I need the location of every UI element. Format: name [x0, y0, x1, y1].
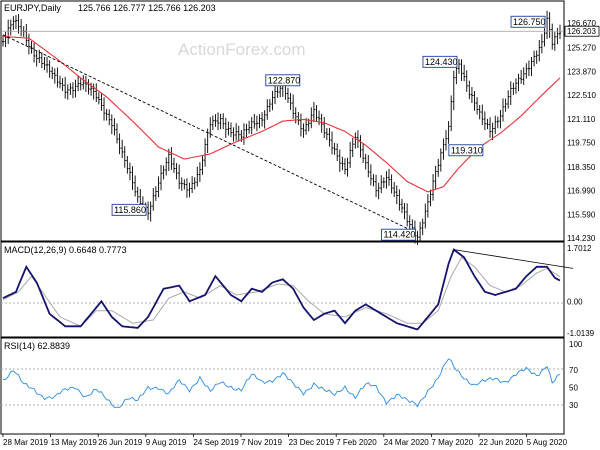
price-annotation-box [510, 15, 546, 28]
x-tick-label: 28 Mar 2019 [3, 438, 48, 447]
watermark: ActionForex.com [178, 40, 306, 59]
moving-average-line [2, 35, 561, 193]
price-y-tick-label: 122.510 [567, 91, 596, 100]
axis-layer: 126.670 125.270 123.870 122.510 121.110 119.7… [2, 19, 600, 447]
price-annotation-box [448, 144, 484, 157]
macd-signal-line [2, 256, 561, 327]
price-title: EURJPY,Daily [4, 3, 61, 13]
x-tick-label: 13 May 2019 [51, 438, 98, 447]
price-y-tick-label: 123.870 [567, 68, 596, 77]
x-tick-label: 22 Jun 2020 [479, 438, 524, 447]
macd-layer [2, 248, 574, 331]
current-price-label: 126.203 [567, 27, 596, 36]
price-annotation-box [265, 74, 301, 87]
price-y-tick-label: 118.350 [567, 163, 596, 172]
x-tick-label: 7 Feb 2020 [336, 438, 377, 447]
price-layer: 126.750 124.430 122.870 119.310 115.860 114.4… [1, 10, 564, 245]
x-tick-label: 24 Sep 2019 [193, 438, 239, 447]
rsi-y-tick-label: 100 [569, 340, 583, 349]
x-tick-label: 26 Jun 2019 [98, 438, 143, 447]
price-annotation-label: 126.750 [513, 17, 546, 27]
rsi-layer [2, 358, 561, 408]
price-annotation-label: 124.430 [425, 57, 458, 67]
macd-title: MACD(12,26,9) 0.6648 0.7773 [4, 245, 127, 255]
x-tick-label: 7 May 2020 [431, 438, 473, 447]
x-tick-label: 23 Dec 2019 [289, 438, 335, 447]
price-annotation-box [381, 228, 416, 241]
price-y-tick-label: 114.230 [567, 234, 596, 243]
ohlc-readout: 125.766 126.777 125.766 126.203 [78, 3, 216, 13]
macd-y-tick-label: 0.00 [567, 297, 583, 306]
x-tick-label: 7 Nov 2019 [241, 438, 282, 447]
rsi-panel-frame [0, 337, 565, 435]
macd-y-tick-label: -1.0139 [567, 329, 595, 338]
macd-line [2, 248, 561, 331]
current-price-box [564, 25, 600, 37]
price-y-tick-label: 121.110 [567, 115, 596, 124]
rsi-y-tick-label: 70 [569, 366, 578, 375]
rsi-title: RSI(14) 62.8839 [4, 341, 70, 351]
price-annotation-label: 115.860 [114, 205, 146, 215]
price-annotation-label: 114.420 [384, 230, 416, 240]
x-tick-label: 24 Mar 2020 [384, 438, 429, 447]
price-annotation-label: 119.310 [451, 145, 483, 155]
price-annotation-box [422, 55, 458, 68]
rsi-line [2, 358, 561, 408]
price-y-tick-label: 115.590 [567, 211, 596, 220]
price-panel-frame [0, 0, 565, 242]
x-tick-label: 5 Aug 2020 [527, 438, 568, 447]
macd-y-tick-label: 1.7012 [567, 244, 592, 253]
x-tick-label: 9 Aug 2019 [146, 438, 187, 447]
price-annotation-box [111, 203, 147, 216]
price-y-tick-label: 125.270 [567, 43, 596, 52]
price-y-tick-label: 119.750 [567, 139, 596, 148]
rsi-y-tick-label: 50 [569, 384, 578, 393]
macd-panel-frame [0, 241, 565, 338]
price-annotation-label: 122.870 [268, 75, 301, 85]
price-y-tick-label: 116.990 [567, 186, 596, 195]
price-y-tick-label: 126.670 [567, 19, 596, 28]
price-trendline [2, 34, 418, 234]
rsi-y-tick-label: 30 [569, 401, 578, 410]
macd-trendline [453, 249, 574, 269]
